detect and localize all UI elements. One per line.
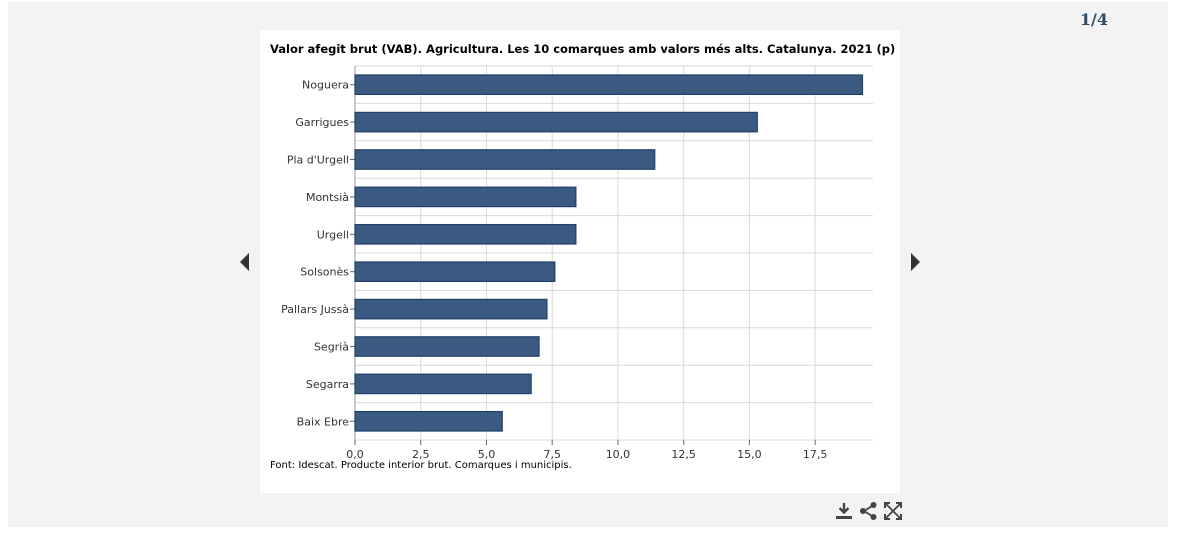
category-label: Segarra [306, 378, 349, 391]
category-label: Baix Ebre [297, 415, 350, 428]
category-label: Pallars Jussà [281, 303, 349, 316]
category-label: Garrigues [295, 116, 349, 129]
bar [354, 336, 540, 357]
category-label: Montsià [306, 191, 349, 204]
chart-card: Valor afegit brut (VAB). Agricultura. Le… [260, 30, 900, 493]
next-chart-arrow-icon[interactable] [911, 253, 920, 271]
x-tick-label: 5,0 [478, 448, 496, 460]
category-label: Pla d'Urgell [287, 154, 349, 167]
bar [354, 111, 758, 133]
x-tick-label: 0,0 [346, 448, 364, 460]
source-note: Font: Idescat. Producte interior brut. C… [270, 460, 572, 471]
page-indicator: 1/4 [1079, 10, 1108, 29]
previous-chart-arrow-icon[interactable] [240, 253, 249, 271]
x-tick-label: 15,0 [737, 448, 762, 460]
x-tick-label: 12,5 [671, 448, 696, 460]
bar [354, 223, 577, 245]
category-label: Solsonès [300, 266, 349, 279]
x-tick-label: 2,5 [412, 448, 430, 460]
chart-title: Valor afegit brut (VAB). Agricultura. Le… [270, 42, 896, 56]
bar [354, 261, 556, 283]
bar [354, 186, 577, 208]
bar [354, 74, 864, 96]
bar [354, 298, 548, 320]
fullscreen-icon[interactable] [882, 500, 904, 522]
category-label: Noguera [302, 79, 349, 92]
x-tick-label: 17,5 [803, 448, 828, 460]
x-tick-label: 10,0 [606, 448, 631, 460]
bar [354, 410, 503, 432]
category-label: Urgell [317, 228, 349, 241]
download-icon[interactable] [833, 500, 855, 522]
x-tick-label: 7,5 [543, 448, 561, 460]
bar [354, 149, 656, 170]
bar [354, 373, 532, 395]
category-label: Segrià [314, 341, 349, 354]
bar-chart: 0,0 2,5 5,0 7,5 10,0 12,5 15,0 17,5 Noguera Garri… [281, 65, 873, 460]
share-icon[interactable] [857, 500, 879, 522]
